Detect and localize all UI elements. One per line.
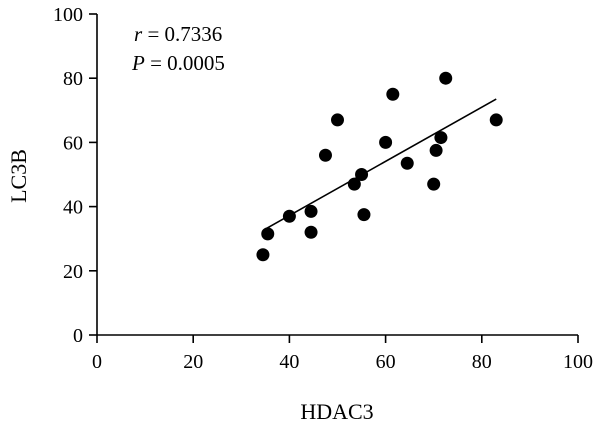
data-point	[282, 209, 296, 223]
y-tick-label: 100	[53, 4, 83, 26]
x-tick-label: 80	[472, 351, 492, 373]
ticks: 0 20 40 60 80 100 0 20 40 60 80 100	[53, 4, 593, 373]
x-axis-title: HDAC3	[300, 399, 373, 424]
data-point	[256, 248, 270, 262]
trendline-group	[264, 98, 497, 230]
trendline	[264, 98, 497, 230]
y-tick-label: 40	[63, 197, 83, 219]
data-point	[347, 177, 361, 191]
y-tick-label: 60	[63, 132, 83, 154]
data-point	[489, 113, 503, 127]
data-point	[386, 87, 400, 101]
data-point	[434, 131, 448, 145]
x-tick-label: 0	[92, 351, 102, 373]
data-point	[400, 156, 414, 170]
data-point	[439, 71, 453, 85]
y-tick-label: 20	[63, 261, 83, 283]
y-tick-label: 0	[73, 325, 83, 347]
y-tick-label: 80	[63, 68, 83, 90]
x-tick-label: 100	[563, 351, 593, 373]
axes	[96, 14, 578, 336]
p-annotation: P = 0.0005	[131, 51, 225, 75]
data-point	[331, 113, 344, 127]
data-point	[318, 148, 332, 162]
data-point	[427, 177, 441, 191]
data-point	[304, 204, 318, 218]
data-point	[304, 225, 318, 239]
x-tick-label: 60	[376, 351, 396, 373]
data-point	[355, 168, 369, 181]
r-annotation: r = 0.7336	[134, 22, 222, 46]
data-point	[357, 208, 371, 222]
x-tick-label: 20	[183, 351, 203, 373]
y-axis-title: LC3B	[6, 149, 31, 203]
points-group	[256, 71, 503, 262]
r-value: = 0.7336	[142, 22, 222, 46]
x-tick-label: 40	[279, 351, 299, 373]
p-symbol: P	[131, 51, 145, 75]
data-point	[379, 135, 393, 149]
r-symbol: r	[134, 22, 143, 46]
data-point	[261, 227, 275, 241]
p-value: = 0.0005	[145, 51, 225, 75]
data-point	[429, 143, 443, 157]
